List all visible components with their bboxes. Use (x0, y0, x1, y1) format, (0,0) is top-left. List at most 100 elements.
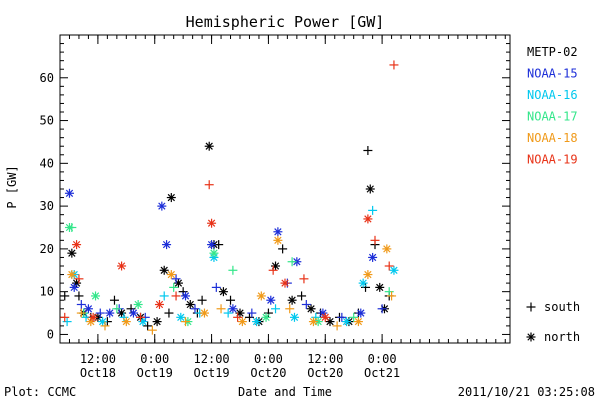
data-point-north (91, 291, 101, 301)
data-point-south (126, 304, 136, 314)
data-point-south (384, 287, 394, 297)
x-axis-label: Date and Time (238, 385, 332, 399)
data-point-north (271, 261, 281, 271)
data-point-north (207, 240, 217, 250)
data-point-north (207, 218, 217, 228)
marker-legend-symbol-north (526, 332, 536, 342)
data-point-south (60, 291, 70, 301)
data-point-north (162, 240, 172, 250)
data-point-north (375, 282, 385, 292)
series-noaa-16 (62, 205, 399, 327)
data-point-north (159, 265, 169, 275)
x-tick-time-label: 12:00 (307, 352, 343, 366)
y-tick-label: 30 (40, 199, 54, 213)
data-point-north (287, 295, 297, 305)
data-point-north (235, 308, 245, 318)
data-point-north (185, 300, 195, 309)
data-point-north (389, 265, 399, 275)
data-point-south (301, 300, 311, 309)
data-point-north (117, 261, 127, 271)
plot-frame (59, 34, 511, 344)
data-point-north (105, 308, 115, 318)
data-point-north (342, 317, 352, 327)
data-point-north (273, 235, 283, 245)
data-point-north (228, 304, 238, 314)
data-point-south (349, 312, 359, 322)
data-point-south (76, 300, 86, 309)
data-point-north (199, 308, 209, 318)
data-point-north (320, 312, 330, 322)
data-point-south (171, 291, 181, 301)
data-point-north (67, 270, 77, 280)
marker-legend-north: north (544, 330, 580, 344)
data-point-south (311, 312, 321, 322)
data-point-south (223, 308, 233, 318)
x-tick-time-label: 12:00 (80, 352, 116, 366)
data-point-north (117, 308, 127, 318)
data-point-north (273, 227, 283, 237)
footer-plot-credit: Plot: CCMC (4, 385, 76, 399)
series-noaa-18 (67, 235, 397, 335)
data-point-south (60, 312, 70, 322)
data-point-south (233, 312, 243, 322)
data-point-south (368, 205, 378, 215)
data-point-north (256, 291, 266, 301)
chart-title: Hemispheric Power [GW] (186, 13, 385, 31)
data-point-south (337, 312, 347, 322)
data-point-south (181, 317, 191, 327)
data-point-north (252, 317, 262, 327)
x-tick-date-label: Oct21 (364, 366, 400, 380)
data-point-north (237, 317, 247, 327)
series-noaa-17 (64, 223, 394, 327)
data-point-north (133, 300, 143, 309)
data-point-south (178, 287, 188, 297)
data-point-south (389, 60, 399, 70)
data-point-south (112, 304, 122, 314)
data-point-south (263, 308, 273, 318)
data-point-north (72, 240, 82, 250)
data-point-north (365, 184, 375, 194)
y-tick-label: 0 (47, 327, 54, 341)
x-tick-time-label: 0:00 (140, 352, 169, 366)
axes-layer: 010203040506012:00Oct180:00Oct1912:00Oct… (40, 34, 511, 380)
marker-legend-symbol-south (526, 302, 536, 312)
series-noaa-15 (64, 188, 387, 322)
data-point-south (169, 282, 179, 292)
data-point-south (226, 295, 236, 305)
footer-timestamp: 2011/10/21 03:25:08 (458, 385, 595, 399)
data-point-south (136, 312, 146, 322)
y-tick-label: 50 (40, 114, 54, 128)
legend-entry-noaa-17: NOAA-17 (527, 110, 578, 124)
data-point-south (299, 274, 309, 284)
data-point-north (280, 278, 290, 288)
data-point-north (166, 193, 176, 203)
data-point-south (297, 291, 307, 301)
data-point-north (98, 317, 108, 327)
data-point-south (216, 304, 226, 314)
legend-layer: METP-02 NOAA-15 NOAA-16 NOAA-17 NOAA-18 NOAA-… (526, 45, 580, 344)
x-tick-date-label: Oct19 (137, 366, 173, 380)
data-point-north (64, 188, 74, 198)
x-tick-date-label: Oct20 (307, 366, 343, 380)
data-point-south (278, 244, 288, 254)
data-point-north (128, 308, 138, 318)
data-point-south (95, 308, 105, 318)
data-point-north (353, 317, 363, 327)
data-point-north (209, 248, 219, 258)
data-point-north (308, 317, 318, 327)
data-point-south (384, 261, 394, 271)
data-point-south (377, 304, 387, 314)
data-point-south (76, 308, 86, 318)
data-point-north (181, 291, 191, 301)
data-point-south (332, 321, 342, 331)
data-point-north (138, 317, 148, 327)
data-point-north (382, 244, 392, 254)
data-point-north (69, 282, 79, 292)
data-point-south (190, 304, 200, 314)
data-point-south (74, 291, 84, 301)
marker-legend-south: south (544, 300, 580, 314)
data-point-south (228, 265, 238, 275)
y-axis-label: P [GW] (5, 165, 19, 208)
